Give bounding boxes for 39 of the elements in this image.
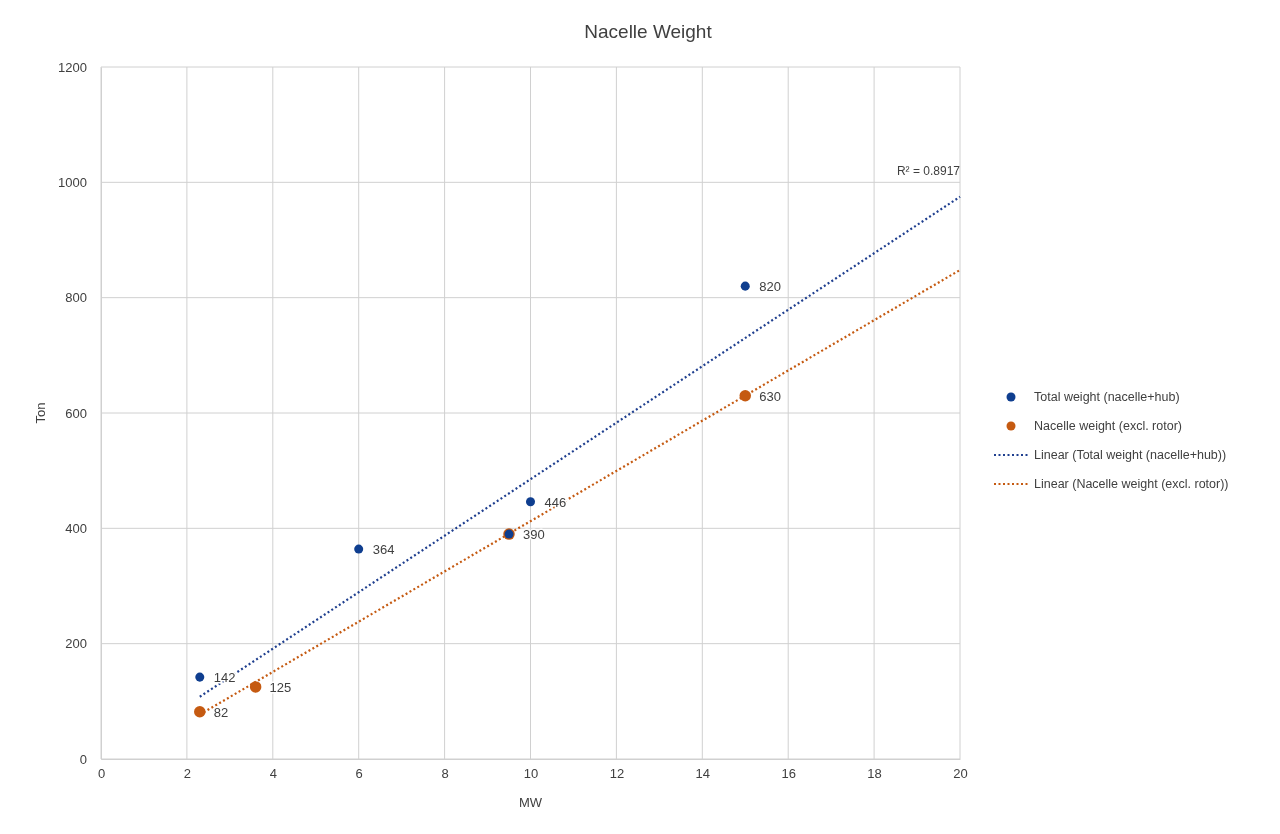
x-axis-title: MW: [518, 795, 543, 810]
x-tick-label: 4: [269, 766, 277, 782]
x-tick-label: 18: [867, 766, 882, 782]
legend-label: Linear (Total weight (nacelle+hub)): [1034, 448, 1227, 462]
legend-label: Total weight (nacelle+hub): [1034, 390, 1180, 404]
data-label: 82: [213, 704, 229, 720]
y-tick-label: 600: [65, 405, 87, 421]
data-label: 125: [269, 679, 292, 695]
annotation: R² = 0.8917: [896, 163, 961, 178]
point: [739, 389, 751, 402]
x-tick-label: 6: [355, 766, 363, 782]
y-tick-label: 400: [65, 520, 87, 536]
data-label: 390: [523, 527, 545, 543]
x-tick-label: 2: [183, 766, 192, 782]
x-tick-label: 12: [609, 766, 625, 782]
point: [194, 705, 206, 718]
y-tick-label: 1200: [58, 59, 87, 75]
x-tick-label: 0: [97, 766, 106, 782]
data-label: 820: [759, 279, 781, 295]
x-tick-label: 8: [441, 766, 449, 782]
chart-title: Nacelle Weight: [584, 21, 713, 42]
point: [740, 281, 750, 291]
point: [249, 681, 262, 693]
legend-label: Nacelle weight (excl. rotor): [1034, 419, 1182, 433]
x-tick-label: 10: [523, 766, 539, 782]
point: [525, 497, 536, 507]
data-label: 364: [372, 542, 395, 558]
x-tick-label: 16: [781, 766, 796, 782]
y-axis-title: Ton: [33, 402, 48, 424]
data-label: 630: [759, 388, 781, 404]
legend-label: Linear (Nacelle weight (excl. rotor)): [1034, 477, 1229, 491]
y-tick-label: 0: [79, 751, 87, 767]
point: [354, 544, 364, 554]
y-tick-label: 1000: [58, 174, 87, 190]
y-tick-label: 800: [65, 290, 87, 306]
point: [195, 672, 205, 682]
y-tick-label: 200: [65, 636, 87, 652]
x-tick-label: 14: [695, 766, 711, 782]
x-tick-label: 20: [953, 766, 968, 782]
